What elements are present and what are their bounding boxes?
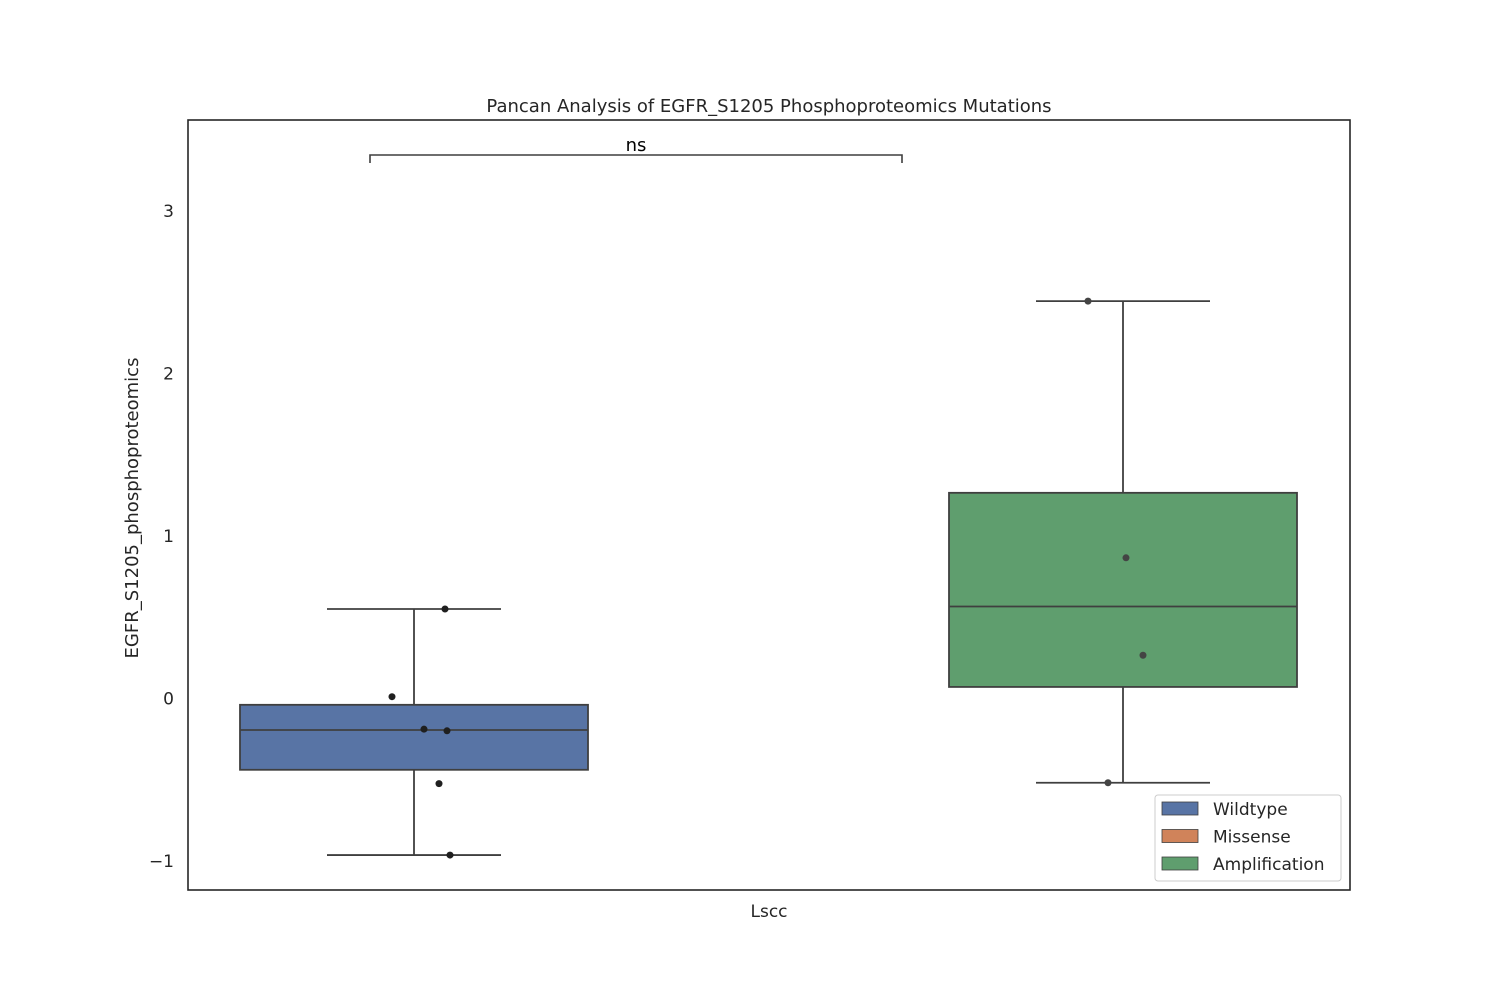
- point-amplification: [1122, 554, 1130, 562]
- y-tick-label: 2: [163, 364, 174, 384]
- y-axis-label: EGFR_S1205_phosphoproteomics: [122, 358, 143, 659]
- legend-swatch-amplification: [1161, 856, 1199, 871]
- legend-swatch-missense: [1161, 829, 1199, 843]
- point-wildtype: [420, 725, 428, 733]
- box-wildtype: [239, 703, 589, 771]
- legend: Wildtype Missense Amplification: [1154, 794, 1342, 882]
- plot-frame: [187, 119, 1351, 891]
- y-tick-label: 0: [163, 689, 174, 709]
- point-amplification: [1084, 297, 1092, 305]
- point-amplification: [1139, 651, 1147, 659]
- legend-label-amplification: Amplification: [1213, 855, 1324, 875]
- legend-frame: [1154, 794, 1342, 882]
- point-wildtype: [446, 851, 454, 859]
- box-amplification: [948, 491, 1298, 688]
- significance-label: ns: [626, 135, 647, 156]
- y-axis-ticks: −1 0 1 2 3: [149, 202, 174, 872]
- point-wildtype: [435, 780, 443, 788]
- legend-label-missense: Missense: [1213, 828, 1291, 848]
- chart-title: Pancan Analysis of EGFR_S1205 Phosphopro…: [486, 96, 1051, 117]
- legend-swatch-wildtype: [1161, 801, 1199, 816]
- significance-bracket: [369, 154, 903, 163]
- box-plot-area: [239, 297, 1298, 859]
- y-tick-label: 3: [163, 202, 174, 222]
- y-tick-label: −1: [149, 852, 174, 872]
- y-tick-label: 1: [163, 527, 174, 547]
- point-amplification: [1104, 779, 1112, 787]
- x-tick-label-lscc: Lscc: [750, 902, 787, 922]
- point-wildtype: [441, 605, 449, 613]
- legend-label-wildtype: Wildtype: [1213, 800, 1288, 820]
- point-wildtype: [443, 727, 451, 735]
- significance-annotation: ns: [369, 135, 903, 163]
- point-wildtype: [388, 693, 396, 701]
